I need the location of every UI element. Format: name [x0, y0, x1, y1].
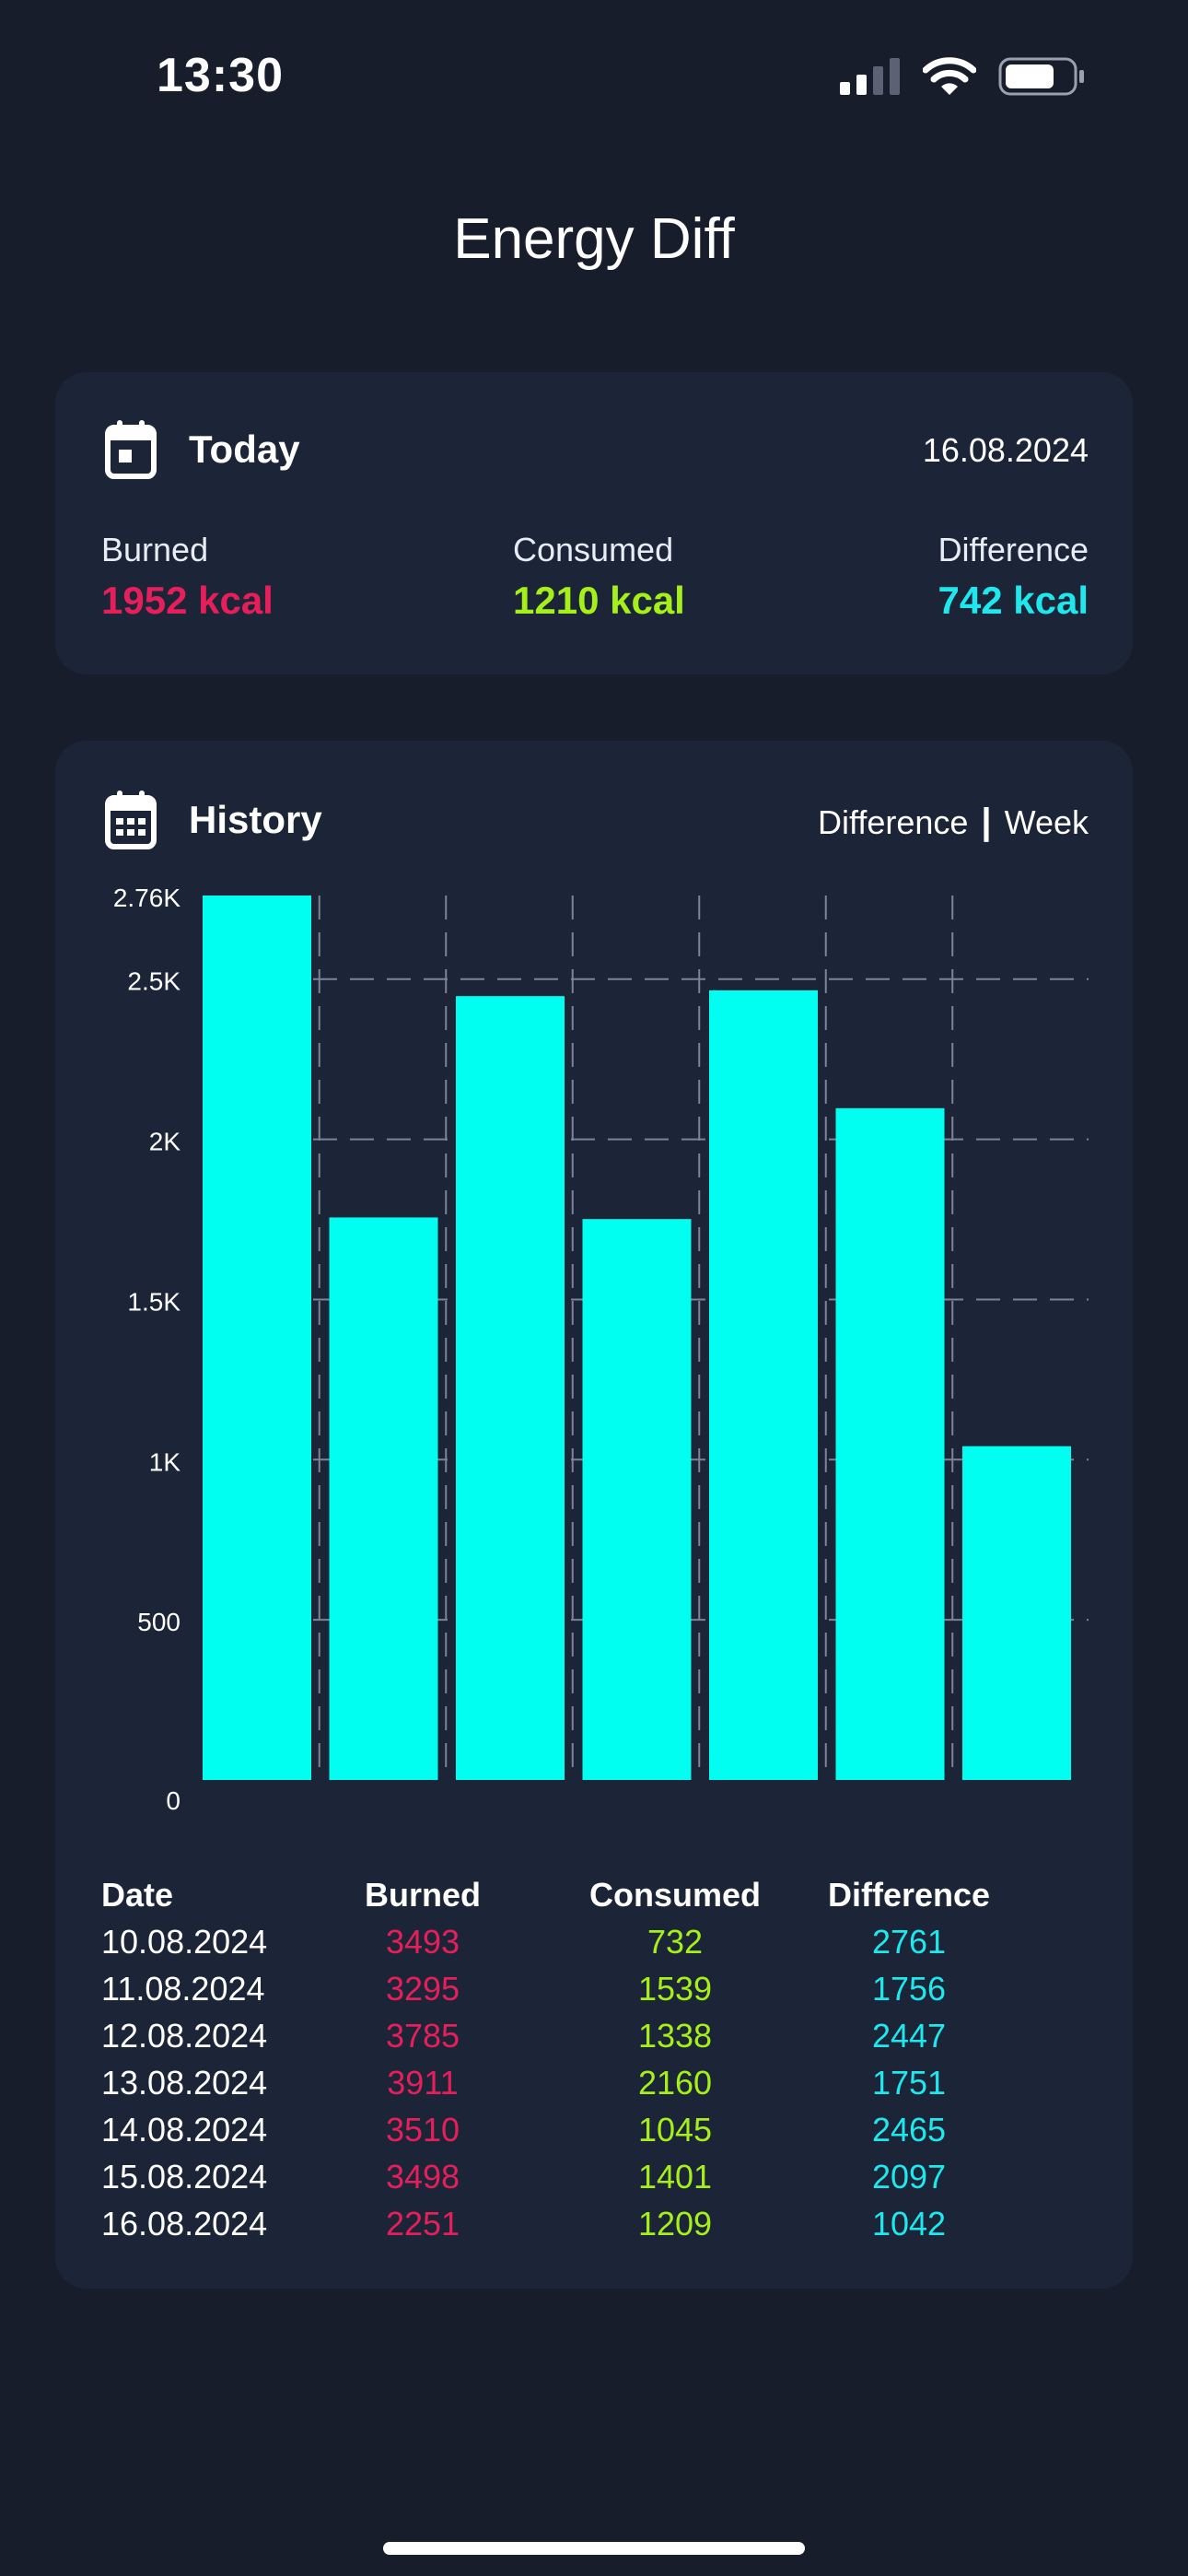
cell-consumed: 1209 [637, 2204, 713, 2242]
y-tick-label: 2.76K [113, 884, 181, 912]
cell-difference: 2097 [871, 2157, 947, 2195]
cell-difference: 1751 [871, 2063, 947, 2102]
today-title: Today [189, 427, 300, 471]
table-row: 11.08.2024 3295 1539 1756 [101, 1965, 1142, 2012]
burned-label: Burned [101, 531, 209, 568]
cell-date: 11.08.2024 [101, 1969, 265, 2008]
cell-burned: 2251 [385, 2204, 460, 2242]
header-date: Date [101, 1875, 174, 1914]
cellular-signal-icon [840, 58, 900, 95]
cell-burned: 3785 [385, 2016, 460, 2055]
difference-label: Difference [938, 531, 1089, 568]
chart-bar [582, 1219, 692, 1780]
cell-difference: 2447 [871, 2016, 947, 2055]
y-tick-label: 500 [137, 1608, 181, 1636]
cell-burned: 3493 [385, 1922, 460, 1961]
cell-date: 10.08.2024 [101, 1922, 268, 1961]
history-table: Date Burned Consumed Difference 10.08.20… [101, 1871, 1142, 2247]
calendar-icon [105, 420, 157, 479]
table-row: 13.08.2024 3911 2160 1751 [101, 2059, 1142, 2106]
table-row: 14.08.2024 3510 1045 2465 [101, 2106, 1142, 2153]
difference-stat: Difference 742 kcal [938, 531, 1089, 623]
chart-bar [835, 1107, 945, 1780]
consumed-stat: Consumed 1210 kcal [513, 531, 685, 623]
history-bar-chart: 0 500 1K 1.5K 2K 2.5K 2.76K [113, 884, 1089, 1815]
table-row: 12.08.2024 3785 1338 2447 [101, 2012, 1142, 2059]
y-tick-label: 2K [149, 1128, 181, 1156]
cell-consumed: 1338 [637, 2016, 713, 2055]
chart-bar [709, 989, 818, 1780]
cell-difference: 1756 [871, 1969, 947, 2008]
header-consumed: Consumed [588, 1875, 761, 1914]
cell-consumed: 1045 [637, 2110, 713, 2149]
history-title: History [189, 798, 322, 841]
status-bar: 13:30 [0, 0, 1188, 157]
y-tick-label: 0 [166, 1786, 181, 1815]
cell-date: 15.08.2024 [101, 2157, 268, 2195]
page-title: Energy Diff [453, 207, 735, 271]
calendar-grid-icon [105, 790, 157, 849]
cell-consumed: 732 [646, 1922, 704, 1961]
wifi-icon [923, 57, 976, 95]
cell-date: 14.08.2024 [101, 2110, 268, 2149]
cell-difference: 2761 [871, 1922, 947, 1961]
header-difference: Difference [827, 1875, 991, 1914]
history-mode-selector[interactable]: Difference | Week [818, 802, 1089, 843]
table-row: 10.08.2024 3493 732 2761 [101, 1918, 1142, 1965]
history-card: History Difference | Week 0 500 1K 1.5K 2K 2.… [55, 741, 1133, 2289]
status-time: 13:30 [157, 49, 284, 102]
table-header-row: Date Burned Consumed Difference [101, 1871, 1142, 1918]
header-burned: Burned [365, 1875, 481, 1914]
cell-burned: 3295 [385, 1969, 460, 2008]
period-toggle[interactable]: Week [1004, 802, 1089, 841]
cell-burned: 3498 [385, 2157, 460, 2195]
status-icons [840, 57, 1085, 96]
chart-bar [456, 996, 565, 1780]
burned-value: 1952 kcal [101, 579, 274, 622]
y-tick-label: 1K [149, 1447, 181, 1476]
table-row: 16.08.2024 2251 1209 1042 [101, 2200, 1142, 2247]
metric-toggle[interactable]: Difference [817, 802, 969, 841]
cell-burned: 3911 [387, 2063, 459, 2102]
today-card: Today 16.08.2024 Burned 1952 kcal Consum… [55, 372, 1133, 674]
mode-separator: | [981, 802, 992, 842]
consumed-label: Consumed [513, 531, 674, 568]
difference-value: 742 kcal [938, 579, 1089, 622]
burned-stat: Burned 1952 kcal [101, 531, 274, 623]
home-indicator[interactable] [383, 2542, 805, 2555]
cell-consumed: 1539 [637, 1969, 713, 2008]
chart-bar [329, 1217, 438, 1780]
cell-date: 16.08.2024 [101, 2204, 268, 2242]
y-tick-label: 2.5K [127, 967, 181, 996]
cell-difference: 2465 [871, 2110, 947, 2149]
consumed-value: 1210 kcal [513, 579, 685, 622]
cell-consumed: 1401 [637, 2157, 713, 2195]
cell-date: 12.08.2024 [101, 2016, 268, 2055]
battery-icon [998, 57, 1084, 96]
cell-consumed: 2160 [637, 2063, 713, 2102]
cell-date: 13.08.2024 [101, 2063, 268, 2102]
today-date: 16.08.2024 [922, 431, 1089, 469]
cell-burned: 3510 [385, 2110, 460, 2149]
chart-bar [962, 1446, 1071, 1780]
table-row: 15.08.2024 3498 1401 2097 [101, 2153, 1142, 2200]
chart-bar [203, 896, 311, 1780]
y-tick-label: 1.5K [127, 1287, 181, 1316]
cell-difference: 1042 [871, 2204, 947, 2242]
